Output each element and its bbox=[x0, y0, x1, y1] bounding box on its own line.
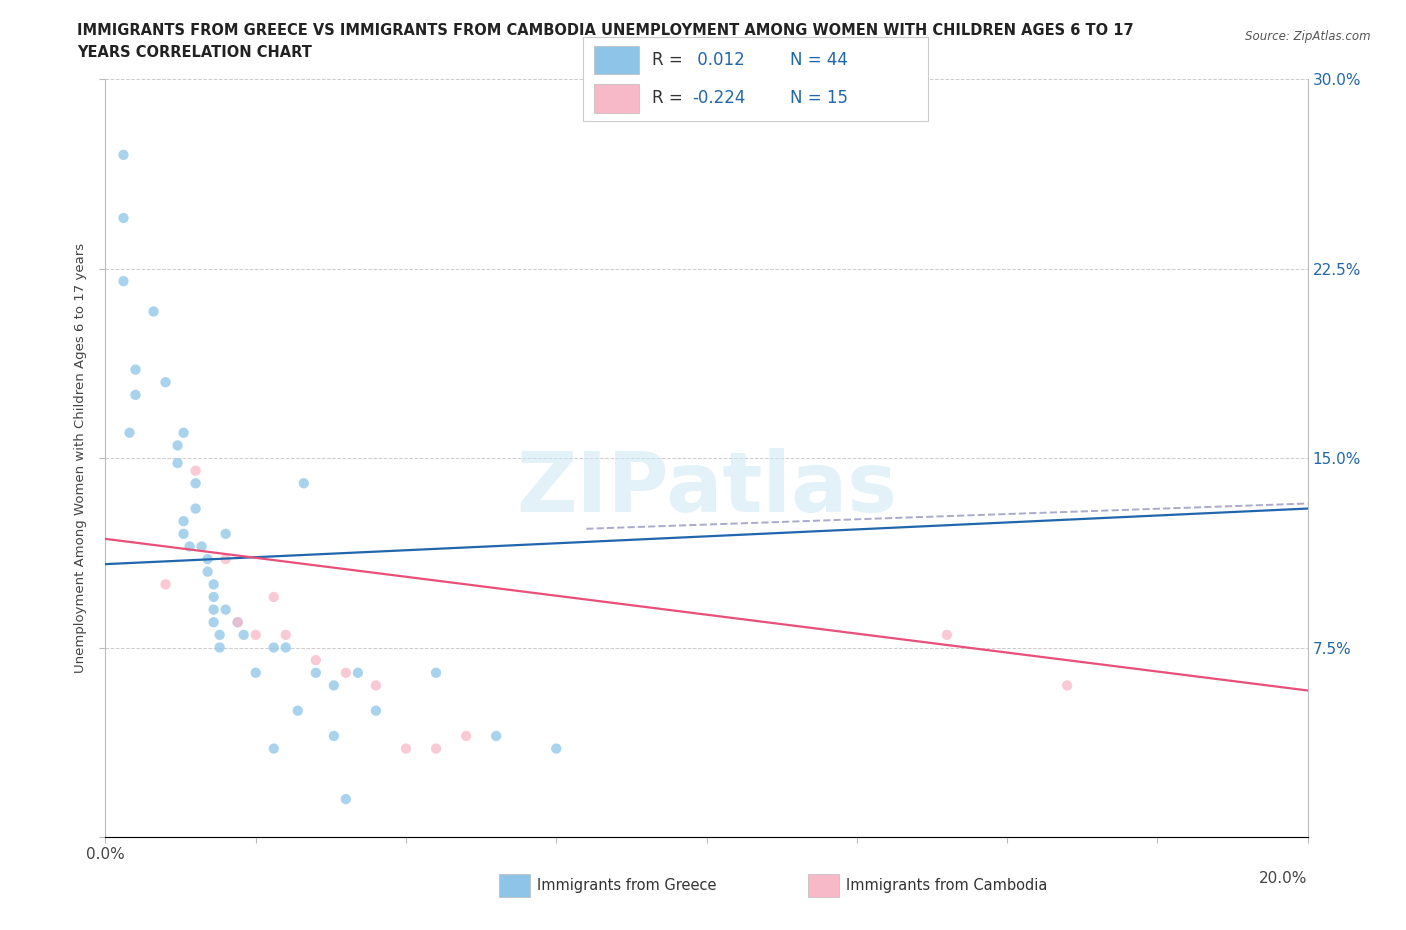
Point bbox=[124, 362, 146, 377]
Point bbox=[245, 665, 267, 680]
Text: Immigrants from Greece: Immigrants from Greece bbox=[537, 878, 717, 893]
Point bbox=[155, 577, 177, 591]
Text: -0.224: -0.224 bbox=[692, 89, 745, 107]
Point bbox=[184, 463, 207, 478]
Point bbox=[202, 615, 225, 630]
Point bbox=[226, 615, 249, 630]
Y-axis label: Unemployment Among Women with Children Ages 6 to 17 years: Unemployment Among Women with Children A… bbox=[73, 243, 87, 673]
Point bbox=[454, 728, 477, 743]
Point bbox=[208, 640, 231, 655]
Point bbox=[166, 438, 188, 453]
Point bbox=[305, 653, 328, 668]
Point bbox=[202, 603, 225, 618]
Point bbox=[263, 741, 285, 756]
Point bbox=[232, 628, 254, 643]
Text: IMMIGRANTS FROM GREECE VS IMMIGRANTS FROM CAMBODIA UNEMPLOYMENT AMONG WOMEN WITH: IMMIGRANTS FROM GREECE VS IMMIGRANTS FRO… bbox=[77, 23, 1135, 38]
Point bbox=[208, 628, 231, 643]
Point bbox=[364, 678, 387, 693]
FancyBboxPatch shape bbox=[593, 84, 638, 113]
Point bbox=[305, 665, 328, 680]
Point bbox=[214, 551, 236, 566]
Point bbox=[1056, 678, 1078, 693]
Point bbox=[173, 425, 195, 440]
Point bbox=[263, 640, 285, 655]
Point bbox=[112, 210, 135, 225]
Point bbox=[202, 590, 225, 604]
Text: YEARS CORRELATION CHART: YEARS CORRELATION CHART bbox=[77, 45, 312, 60]
Point bbox=[197, 551, 219, 566]
Point bbox=[287, 703, 309, 718]
Point bbox=[364, 703, 387, 718]
Point bbox=[274, 628, 297, 643]
Point bbox=[347, 665, 370, 680]
Point bbox=[485, 728, 508, 743]
Point bbox=[425, 665, 447, 680]
Point bbox=[112, 273, 135, 288]
Point bbox=[214, 603, 236, 618]
Text: ZIPatlas: ZIPatlas bbox=[516, 448, 897, 529]
Point bbox=[274, 640, 297, 655]
Text: 0.012: 0.012 bbox=[692, 51, 745, 69]
Text: R =: R = bbox=[652, 89, 689, 107]
Point bbox=[155, 375, 177, 390]
Text: Source: ZipAtlas.com: Source: ZipAtlas.com bbox=[1246, 30, 1371, 43]
FancyBboxPatch shape bbox=[593, 46, 638, 74]
Point bbox=[166, 456, 188, 471]
Point bbox=[322, 728, 344, 743]
Text: R =: R = bbox=[652, 51, 689, 69]
Point bbox=[184, 501, 207, 516]
Point bbox=[179, 539, 201, 554]
Point bbox=[292, 476, 315, 491]
Point bbox=[173, 513, 195, 528]
Point bbox=[197, 565, 219, 579]
Text: Immigrants from Cambodia: Immigrants from Cambodia bbox=[846, 878, 1047, 893]
Point bbox=[425, 741, 447, 756]
Text: 20.0%: 20.0% bbox=[1260, 871, 1308, 886]
Point bbox=[335, 791, 357, 806]
Point bbox=[395, 741, 418, 756]
Point bbox=[124, 388, 146, 403]
Point bbox=[142, 304, 165, 319]
Point bbox=[226, 615, 249, 630]
Point bbox=[173, 526, 195, 541]
Point bbox=[936, 628, 959, 643]
Point bbox=[335, 665, 357, 680]
Point bbox=[190, 539, 212, 554]
Point bbox=[202, 577, 225, 591]
Point bbox=[322, 678, 344, 693]
Point bbox=[118, 425, 141, 440]
Point bbox=[546, 741, 568, 756]
Point bbox=[245, 628, 267, 643]
Point bbox=[184, 476, 207, 491]
Text: N = 15: N = 15 bbox=[790, 89, 848, 107]
Text: N = 44: N = 44 bbox=[790, 51, 848, 69]
Point bbox=[263, 590, 285, 604]
Point bbox=[214, 526, 236, 541]
Point bbox=[112, 148, 135, 163]
